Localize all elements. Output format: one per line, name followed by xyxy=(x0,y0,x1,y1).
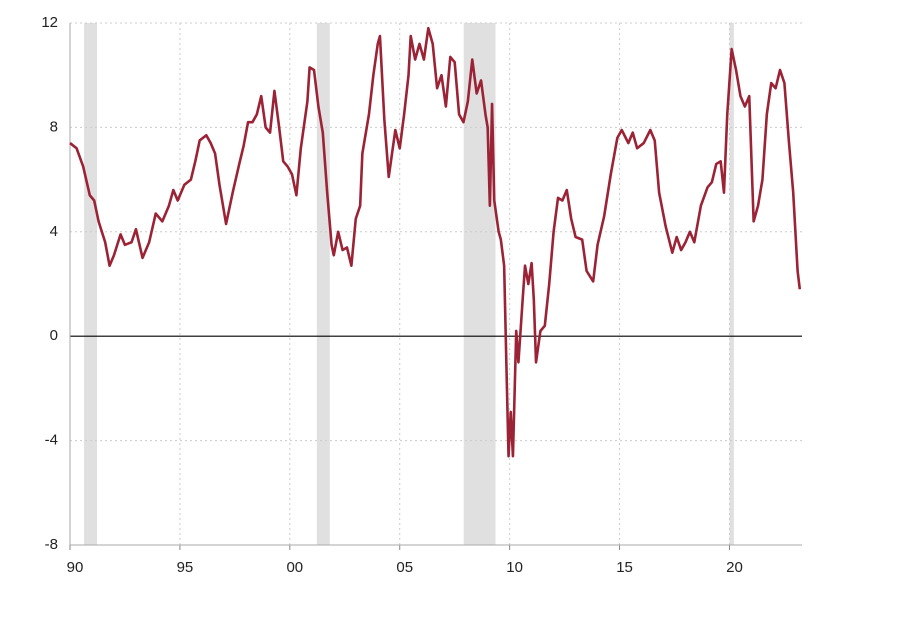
data-line xyxy=(69,26,802,458)
recession-band xyxy=(463,23,496,545)
y-tick-label: 4 xyxy=(50,223,58,240)
x-tick-label: 95 xyxy=(177,559,194,576)
x-tick-label: 00 xyxy=(286,559,303,576)
recession-band xyxy=(84,23,98,545)
x-tick-label: 20 xyxy=(726,559,743,576)
x-tick-label: 15 xyxy=(616,559,633,576)
y-tick-label: -8 xyxy=(45,536,58,553)
x-tick-label: 05 xyxy=(396,559,413,576)
x-tick-label: 10 xyxy=(506,559,523,576)
y-tick-label: 8 xyxy=(50,118,58,135)
y-tick-label: -4 xyxy=(45,432,58,449)
recession-band xyxy=(729,23,734,545)
y-tick-label: 12 xyxy=(41,14,58,31)
x-tick-label: 90 xyxy=(67,559,84,576)
y-tick-label: 0 xyxy=(50,327,58,344)
recession-band xyxy=(316,23,330,545)
